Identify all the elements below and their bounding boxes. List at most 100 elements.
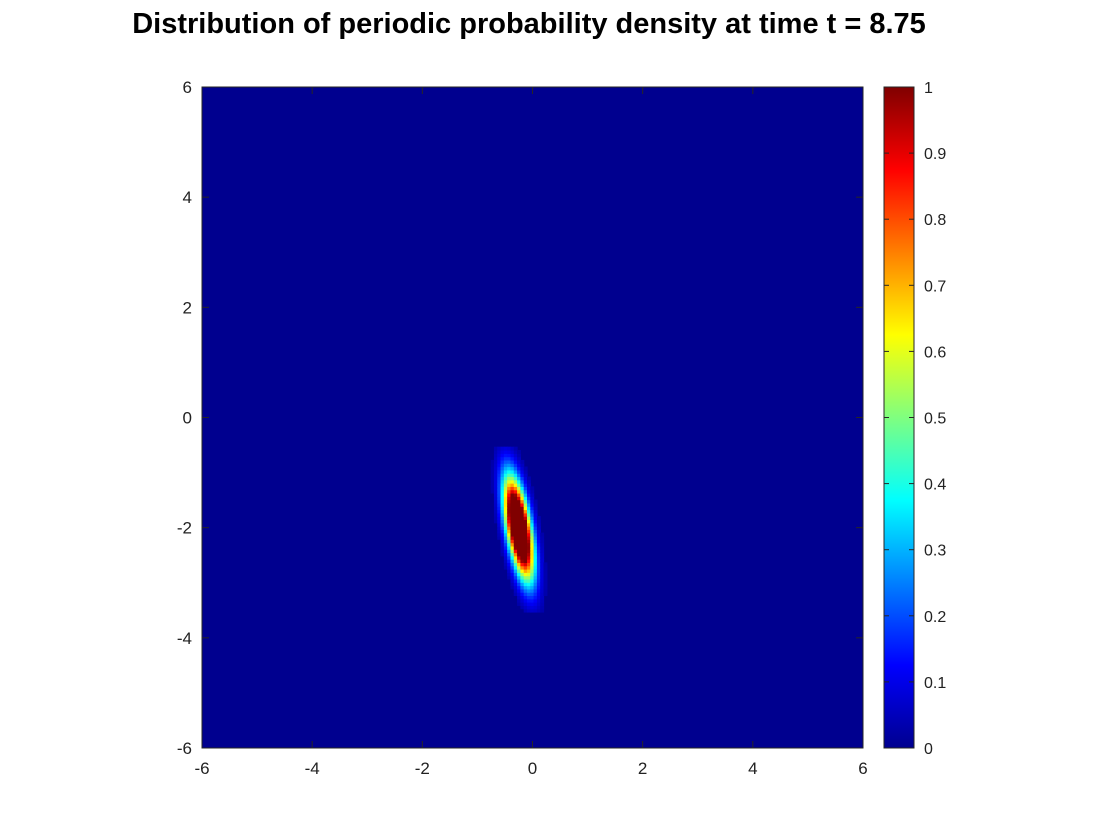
heat-cell [507, 456, 512, 461]
heat-cell [523, 602, 528, 606]
heat-cell [500, 446, 505, 451]
heat-cell [517, 559, 521, 563]
heat-cell [526, 519, 531, 524]
heat-cell [536, 578, 541, 583]
heat-cell [520, 479, 525, 484]
heat-cell [543, 585, 548, 590]
heat-cell [523, 555, 528, 560]
heat-cell [526, 476, 531, 481]
heat-cell [530, 562, 535, 567]
heat-cell [507, 532, 512, 537]
heat-cell [523, 489, 528, 494]
heat-cell [520, 532, 525, 537]
heat-cell [517, 450, 521, 454]
heat-cell [526, 483, 531, 487]
heat-cell [510, 575, 515, 580]
heat-cell [533, 588, 538, 593]
heat-cell [510, 572, 515, 577]
heat-cell [523, 595, 528, 600]
heat-cell [517, 568, 521, 573]
heat-cell [517, 463, 521, 468]
heat-cell [536, 532, 541, 537]
heat-cell [533, 512, 538, 517]
heat-cell [530, 489, 535, 494]
heat-cell [530, 592, 535, 597]
heat-cell [530, 486, 535, 491]
heat-cell [520, 469, 525, 474]
heat-cell [543, 582, 548, 587]
heat-cell [503, 552, 508, 557]
heat-cell [510, 450, 515, 454]
x-tick-label: 4 [748, 759, 757, 778]
heat-cell [490, 463, 495, 468]
heat-cell [520, 555, 525, 560]
heat-cell [540, 545, 545, 550]
heat-cell [540, 535, 545, 540]
heat-cell [500, 486, 505, 491]
heat-cell [523, 565, 528, 570]
heat-cell [536, 545, 541, 550]
heat-cell [497, 489, 502, 494]
heat-cell [493, 469, 498, 474]
heat-cell [526, 529, 531, 534]
heat-cell [503, 466, 508, 471]
heat-cell [540, 552, 545, 557]
heat-cell [497, 459, 502, 464]
heat-cell [503, 459, 508, 464]
heat-cell [517, 588, 521, 593]
heat-cell [526, 516, 531, 521]
heat-cell [533, 522, 538, 527]
heat-cell [523, 476, 528, 481]
heat-cell [523, 512, 528, 517]
heat-cell [517, 595, 521, 600]
heat-cell [507, 450, 512, 454]
heat-cell [536, 535, 541, 540]
heat-cell [530, 519, 535, 524]
heat-cell [503, 446, 508, 451]
heat-cell [490, 483, 495, 487]
heat-cell [526, 492, 531, 497]
heat-cell [513, 486, 518, 491]
heat-cell [517, 476, 521, 481]
heat-cell [530, 595, 535, 600]
heat-cell [520, 575, 525, 580]
heat-cell [500, 549, 505, 554]
heat-cell [503, 565, 508, 570]
heat-cell [497, 469, 502, 474]
colorbar-tick-label: 0.5 [924, 411, 946, 428]
heat-cell [497, 456, 502, 461]
heat-cell [523, 568, 528, 573]
heat-cell [510, 489, 515, 494]
heat-cell [533, 592, 538, 597]
heat-cell [520, 578, 525, 583]
heat-cell [526, 575, 531, 580]
heat-cell [540, 608, 545, 613]
heat-cell [517, 492, 521, 497]
heat-cell [517, 506, 521, 511]
heat-cell [510, 466, 515, 471]
heat-cell [540, 572, 545, 577]
heat-cell [503, 469, 508, 474]
heat-cell [490, 473, 495, 478]
heat-cell [500, 526, 505, 530]
heat-cell [523, 539, 528, 544]
heat-cell [526, 559, 531, 563]
heat-cell [503, 526, 508, 530]
heat-cell [507, 572, 512, 577]
heat-cell [503, 499, 508, 504]
heat-cell [513, 466, 518, 471]
heat-cell [526, 489, 531, 494]
y-tick-label: 0 [183, 409, 192, 428]
heat-cell [533, 608, 538, 613]
heat-cell [536, 549, 541, 554]
heat-cell [517, 526, 521, 530]
heat-cell [533, 552, 538, 557]
heat-cell [510, 526, 515, 530]
colorbar-tick-label: 0.4 [924, 477, 946, 494]
heat-cell [523, 502, 528, 507]
heat-cell [510, 473, 515, 478]
heat-cell [513, 499, 518, 504]
heat-cell [497, 532, 502, 537]
colorbar-axis: 1 0.9 0.8 0.7 0.6 0.5 0.4 0.3 0.2 0.1 0 [884, 80, 946, 758]
heat-cell [523, 578, 528, 583]
